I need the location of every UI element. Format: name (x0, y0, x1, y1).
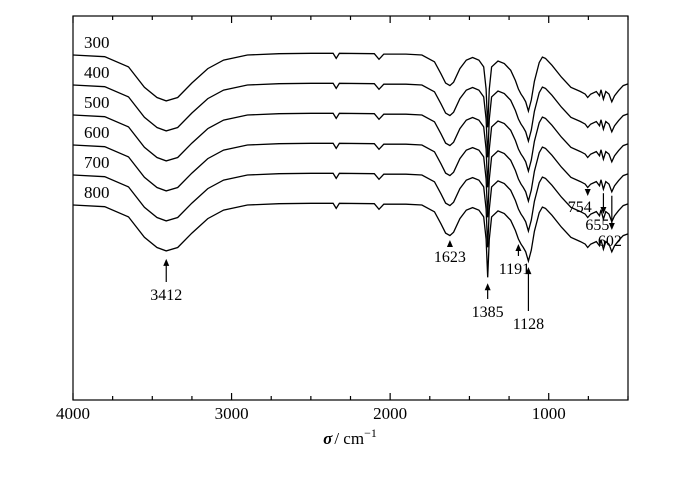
spectrum-line-300 (72, 52, 629, 128)
peak-arrowhead (446, 240, 453, 247)
peak-label-655: 655 (585, 217, 609, 234)
x-tick-label: 4000 (56, 404, 90, 423)
series-labels: 300 400 500 600 700 800 (84, 33, 110, 202)
peak-label-3412: 3412 (150, 287, 182, 304)
series-label-600: 600 (84, 123, 110, 142)
spectrum-line-600 (72, 142, 629, 218)
peak-arrowhead (484, 283, 491, 291)
peak-arrowhead (584, 189, 591, 196)
peak-arrowhead (525, 267, 532, 275)
series-label-300: 300 (84, 33, 110, 52)
spectrum-line-400 (72, 82, 629, 158)
peak-arrowhead (608, 223, 615, 230)
peak-label-1128: 1128 (513, 316, 544, 333)
peak-label-602: 602 (598, 233, 622, 250)
x-axis-ticks (72, 16, 629, 400)
spectra-series (72, 52, 629, 278)
x-axis-label: σ / cm−1 (323, 426, 377, 448)
spectrum-line-800 (72, 202, 629, 278)
peak-label-1385: 1385 (472, 304, 504, 321)
series-label-500: 500 (84, 93, 110, 112)
x-tick-label: 2000 (373, 404, 407, 423)
x-tick-label: 1000 (532, 404, 566, 423)
peak-label-754: 754 (568, 199, 592, 216)
peak-label-1623: 1623 (434, 249, 466, 266)
peak-label-1191: 1191 (499, 261, 530, 278)
peak-arrowhead (163, 258, 170, 266)
series-label-400: 400 (84, 63, 110, 82)
peak-arrowhead (515, 244, 522, 251)
spectrum-line-700 (72, 172, 629, 248)
x-axis-tick-labels: 4000 3000 2000 1000 (56, 404, 566, 423)
x-tick-label: 3000 (215, 404, 249, 423)
series-label-800: 800 (84, 183, 110, 202)
spectrum-line-500 (72, 112, 629, 188)
series-label-700: 700 (84, 153, 110, 172)
peak-arrowhead (600, 207, 607, 214)
